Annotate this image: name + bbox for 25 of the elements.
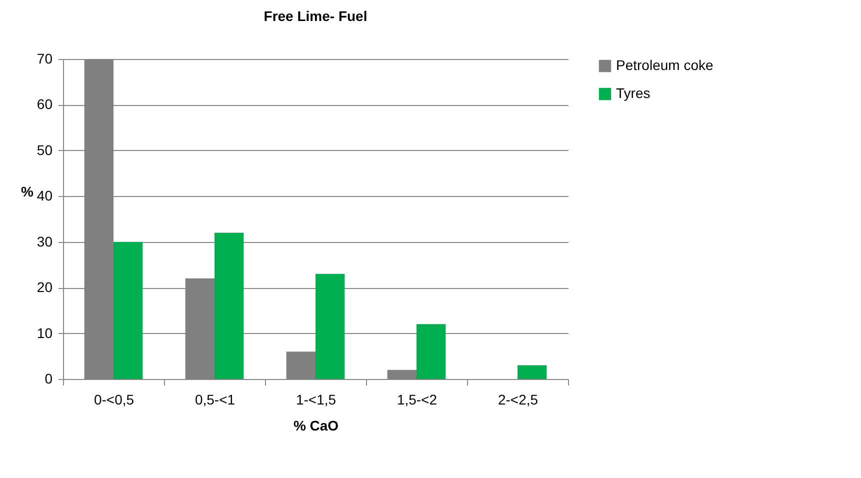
bar [286,352,316,379]
x-tick-label: 0-<0,5 [94,392,134,408]
x-tick-label: 1-<1,5 [296,392,336,408]
bar [214,232,244,379]
legend-label: Petroleum coke [616,57,714,73]
x-tick-label: 2-<2,5 [498,392,538,408]
chart-title: Free Lime- Fuel [264,8,368,24]
bar [416,324,446,379]
x-tick-label: 0,5-<1 [194,392,236,408]
y-tick-label: 20 [36,279,53,296]
bar [387,370,416,379]
y-tick-label: 40 [36,188,53,204]
x-axis-title: % CaO [293,418,339,434]
y-axis-title: % [21,184,34,200]
y-tick-label: 30 [36,233,53,250]
bar [114,242,143,379]
legend-label: Tyres [616,85,650,101]
x-tick-label: 1,5-<2 [396,392,438,408]
y-tick-label: 70 [36,50,53,66]
bar [316,274,345,379]
bar [518,365,547,379]
y-tick-label: 60 [36,96,53,112]
y-tick-label: 50 [36,142,53,158]
y-tick-label: 0 [44,370,53,386]
y-tick-label: 10 [36,324,53,341]
